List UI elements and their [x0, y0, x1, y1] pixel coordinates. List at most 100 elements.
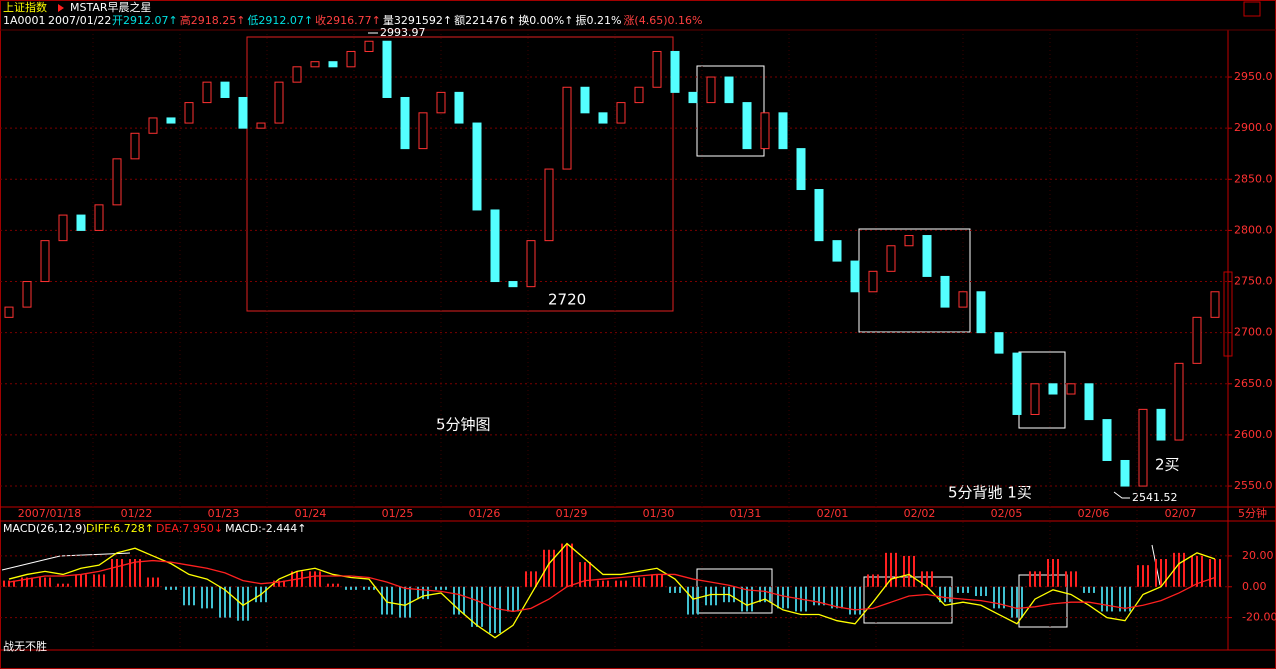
candle-body — [220, 81, 230, 98]
candle-body — [724, 76, 734, 104]
y-tick-label: 2650.0 — [1234, 377, 1273, 390]
candle-body — [256, 122, 266, 129]
candle-body — [274, 81, 284, 124]
candle-body — [1120, 459, 1130, 487]
candle-body — [580, 86, 590, 114]
candle-body — [490, 209, 500, 283]
quote-item: 量3291592↑ — [383, 14, 452, 27]
window-button[interactable] — [1243, 1, 1261, 17]
candle-body — [796, 148, 806, 191]
candle-body — [202, 81, 212, 104]
quote-item: 涨(4.65)0.16% — [623, 14, 702, 27]
timeframe: 5分钟 — [1238, 506, 1267, 520]
x-tick-label: 01/29 — [556, 507, 588, 520]
price-marker — [1223, 271, 1233, 357]
x-tick-label: 2007/01/18 — [18, 507, 81, 520]
x-tick-label: 01/25 — [382, 507, 414, 520]
y-tick-label: 0.00 — [1242, 580, 1267, 593]
candle-body — [130, 132, 140, 160]
annotation: 5分背驰 1买 — [948, 484, 1032, 502]
candle-body — [760, 112, 770, 150]
date: 2007/01/22 — [48, 14, 111, 27]
y-tick-label: 2800.0 — [1234, 223, 1273, 236]
x-tick-label: 01/23 — [208, 507, 240, 520]
candle-body — [778, 112, 788, 150]
quote-item: 高2918.25↑ — [180, 13, 246, 27]
candle-body — [436, 91, 446, 114]
candle-body — [508, 281, 518, 288]
candle-body — [814, 189, 824, 242]
box — [246, 36, 674, 312]
x-tick-label: 02/01 — [817, 507, 849, 520]
candle-body — [94, 204, 104, 231]
quote-item: 开2912.07↑ — [112, 14, 178, 27]
candle-body — [850, 260, 860, 293]
candle-body — [1066, 383, 1076, 395]
candle-body — [382, 40, 392, 98]
code: 1A0001 — [3, 14, 46, 27]
x-tick-label: 01/26 — [469, 507, 501, 520]
x-tick-label: 01/31 — [730, 507, 762, 520]
candle-body — [868, 270, 878, 293]
y-tick-label: 2900.0 — [1234, 121, 1273, 134]
y-tick-label: 20.00 — [1242, 549, 1274, 562]
candle-body — [562, 86, 572, 170]
annotation: 2买 — [1155, 456, 1180, 474]
y-tick-label: 2750.0 — [1234, 275, 1273, 288]
y-tick-label: 2600.0 — [1234, 428, 1273, 441]
arrow-icon — [58, 4, 64, 12]
indicator: MSTAR早晨之星 — [70, 0, 152, 14]
legend-entry: MACD:-2.444↑ — [225, 522, 306, 535]
quote-item: 低2912.07↑ — [247, 14, 313, 27]
candle-body — [1048, 383, 1058, 395]
box — [696, 65, 765, 157]
candle-body — [1174, 362, 1184, 441]
candle-body — [1210, 291, 1220, 318]
x-tick-label: 02/02 — [904, 507, 936, 520]
candle-body — [184, 102, 194, 124]
candle-body — [22, 281, 32, 308]
y-tick-label: 2850.0 — [1234, 172, 1273, 185]
footer: 战无不胜 — [3, 639, 47, 653]
candle-body — [472, 122, 482, 211]
quote-item: 换0.00%↑ — [518, 13, 573, 27]
quote-item: 额221476↑ — [454, 14, 516, 27]
candle-body — [634, 86, 644, 104]
candle-body — [328, 61, 338, 68]
quote-item: 振0.21% — [575, 13, 621, 27]
candle-body — [418, 112, 428, 150]
x-tick-label: 02/07 — [1165, 507, 1197, 520]
quote-item: 收2916.77↑ — [315, 13, 381, 27]
candle-body — [922, 235, 932, 277]
candle-body — [76, 214, 86, 231]
candle-body — [616, 102, 626, 124]
leader — [1113, 491, 1130, 499]
candle-body — [598, 112, 608, 124]
x-tick-label: 01/24 — [295, 507, 327, 520]
candle-body — [238, 96, 248, 129]
candle-body — [166, 117, 176, 124]
candle-body — [940, 275, 950, 308]
instrument: 上证指数 — [3, 0, 47, 14]
candle-body — [400, 96, 410, 150]
candle-body — [706, 76, 716, 104]
candle-body — [112, 158, 122, 206]
candle-body — [976, 291, 986, 334]
x-tick-label: 02/05 — [991, 507, 1023, 520]
candle-body — [1030, 383, 1040, 415]
candle-body — [526, 240, 536, 288]
macd-line — [8, 542, 1216, 639]
box — [1018, 574, 1068, 628]
y-tick-label: 2550.0 — [1234, 479, 1273, 492]
candle-body — [346, 50, 356, 68]
annotation: 2720 — [548, 291, 586, 309]
candle-body — [1084, 383, 1094, 421]
candle-body — [364, 40, 374, 52]
macd-title: MACD(26,12,9) — [3, 522, 87, 535]
candle-body — [1012, 352, 1022, 415]
candle-body — [1102, 419, 1112, 461]
y-tick-label: -20.00 — [1242, 611, 1276, 624]
macd-line — [8, 559, 1216, 613]
